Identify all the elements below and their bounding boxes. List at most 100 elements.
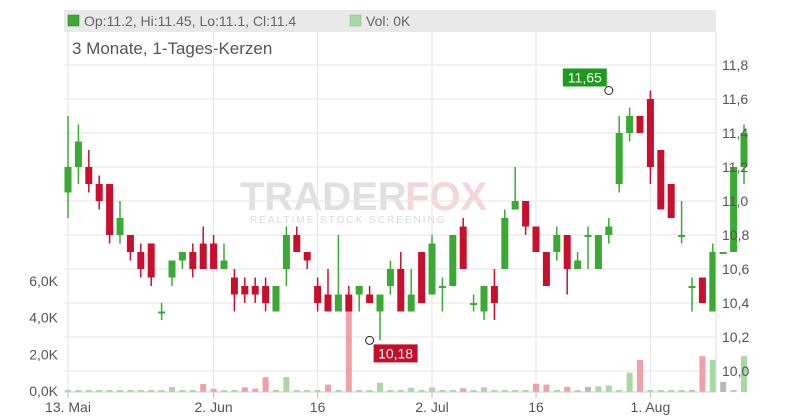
candle-body xyxy=(376,294,384,312)
candle-body xyxy=(220,260,228,269)
time-tick-label: 2. Jun xyxy=(195,399,233,415)
volume-bar xyxy=(709,359,716,392)
volume-bar xyxy=(241,387,248,392)
candle-body xyxy=(522,201,530,227)
candle-body xyxy=(241,286,249,295)
candle-body xyxy=(199,243,207,269)
watermark-sub: REALTIME STOCK SCREENING xyxy=(250,215,447,226)
volume-bar xyxy=(616,390,623,392)
candle-body xyxy=(126,235,134,252)
candle-body xyxy=(282,235,290,269)
volume-bar xyxy=(85,390,92,392)
time-tick-label: 1. Aug xyxy=(631,399,671,415)
time-tick-label: 16 xyxy=(528,399,544,415)
candle-body xyxy=(106,184,114,235)
volume-bar xyxy=(314,390,321,392)
volume-bar xyxy=(304,390,311,392)
candle-body xyxy=(64,167,72,193)
volume-bar xyxy=(189,390,196,392)
time-tick-label: 16 xyxy=(310,399,326,415)
candle-body xyxy=(553,235,561,252)
candle-body xyxy=(470,303,478,305)
high-flag-label: 11,65 xyxy=(568,70,602,86)
candle-body xyxy=(189,252,197,269)
price-tick-label: 10,4 xyxy=(722,295,749,311)
volume-bar xyxy=(605,385,612,392)
volume-bar xyxy=(65,390,71,392)
volume-bar xyxy=(491,390,498,392)
candle-body xyxy=(449,235,457,286)
volume-tick-label: 4,0K xyxy=(29,310,58,326)
time-tick-label: 2. Jul xyxy=(415,399,448,415)
volume-bar xyxy=(106,390,113,392)
candle-body xyxy=(272,286,280,312)
candle-body xyxy=(605,226,613,235)
volume-bar xyxy=(741,356,747,392)
candle-body xyxy=(459,226,467,269)
candle-body xyxy=(251,286,259,295)
volume-bar xyxy=(595,386,602,392)
candle-body xyxy=(210,243,218,269)
candle-body xyxy=(615,133,623,184)
axis-layer: 10,0 10,2 10,4 10,6 10,8 11,0 11,2 11,4 11,6 11,8… xyxy=(29,32,749,415)
candle-body xyxy=(490,286,498,303)
watermark-main-right: FOX xyxy=(405,175,488,219)
volume-bar xyxy=(637,359,643,392)
legend-bar xyxy=(64,10,716,32)
volume-bar xyxy=(678,390,685,392)
volume-bar xyxy=(117,390,123,392)
volume-bar xyxy=(574,390,581,392)
candle-body xyxy=(428,243,436,295)
candle-body xyxy=(366,294,374,303)
candle-body xyxy=(137,252,145,269)
volume-bar xyxy=(200,384,207,392)
volume-bar xyxy=(720,381,727,392)
volume-bar xyxy=(730,390,737,392)
volume-bar xyxy=(689,390,695,392)
volume-bar xyxy=(449,390,456,392)
price-tick-label: 10,0 xyxy=(722,363,749,379)
volume-bar xyxy=(262,377,269,392)
ohlc-legend-swatch xyxy=(67,14,80,27)
volume-bar xyxy=(657,390,664,392)
candle-body xyxy=(314,286,322,303)
volume-bar xyxy=(543,384,550,392)
volume-legend-text: Vol: 0K xyxy=(366,13,411,29)
volume-bar xyxy=(585,386,591,392)
volume-bar xyxy=(377,382,383,392)
candle-body xyxy=(355,286,363,295)
candle-body xyxy=(95,184,103,201)
volume-bar xyxy=(335,390,342,392)
volume-bar xyxy=(512,390,519,392)
candle-body xyxy=(168,260,176,278)
candle-body xyxy=(574,260,582,269)
volume-bar xyxy=(179,390,186,392)
price-tick-label: 11,0 xyxy=(722,193,748,209)
candle-body xyxy=(626,116,634,133)
candle-body xyxy=(85,167,93,184)
high-marker xyxy=(604,86,614,95)
candle-body xyxy=(303,252,311,261)
price-tick-label: 11,6 xyxy=(722,91,748,107)
candle-body xyxy=(438,286,446,288)
candle-body xyxy=(178,252,186,261)
volume-bar xyxy=(647,390,654,392)
candle-body xyxy=(407,294,415,312)
volume-tick-label: 6,0K xyxy=(29,273,58,289)
volume-bar xyxy=(668,390,675,392)
candle-body xyxy=(740,133,748,167)
candle-body xyxy=(293,235,301,252)
candle-body xyxy=(397,269,405,312)
candle-body xyxy=(563,235,571,269)
candle-body xyxy=(501,218,509,269)
candle-layer xyxy=(64,90,748,341)
candle-body xyxy=(532,226,540,252)
volume-bar xyxy=(626,372,633,392)
volume-bar xyxy=(325,384,331,392)
volume-bar xyxy=(439,390,446,392)
ohlc-legend-text: Op:11.2, Hi:11.45, Lo:11.1, Cl:11.4 xyxy=(84,13,296,29)
price-tick-label: 11,2 xyxy=(722,159,748,175)
volume-bar xyxy=(356,390,363,392)
candle-body xyxy=(719,252,727,254)
